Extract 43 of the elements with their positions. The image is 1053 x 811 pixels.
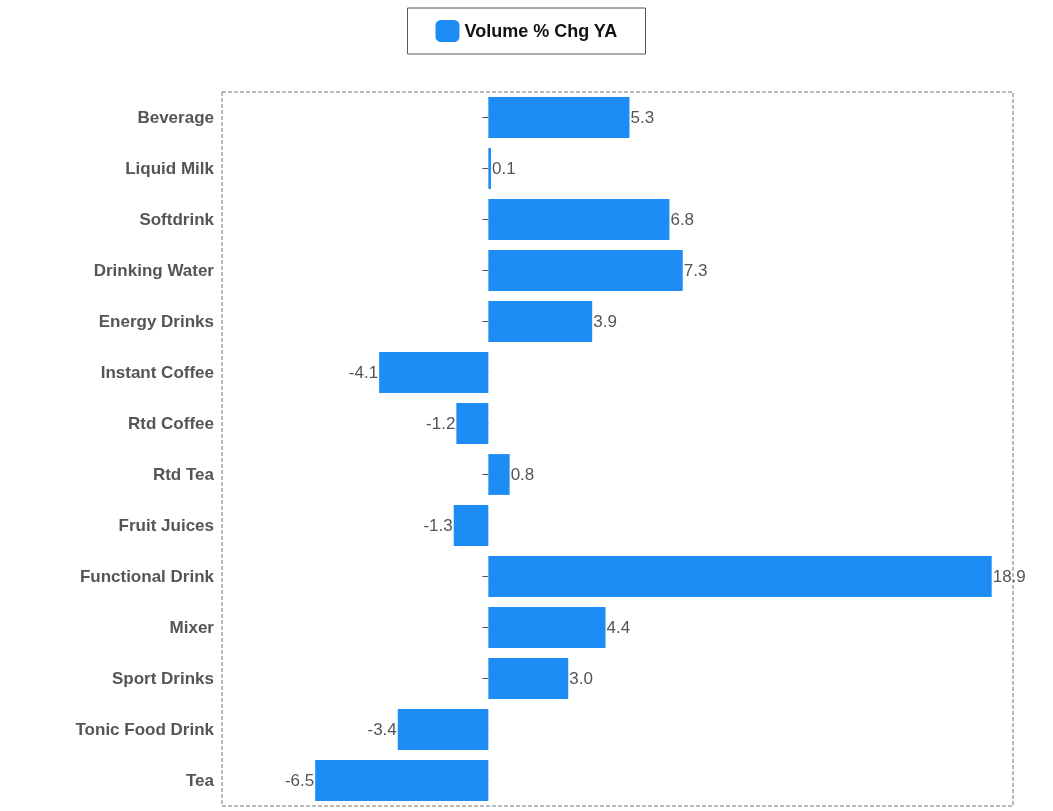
data-label: 6.8 <box>670 210 695 229</box>
bar <box>456 403 489 444</box>
y-tick-label: Drinking Water <box>93 261 215 280</box>
bar <box>315 760 489 801</box>
data-label: 7.3 <box>683 261 708 280</box>
data-label: 3.9 <box>593 312 617 331</box>
y-tick-label: Rtd Coffee <box>128 414 214 433</box>
data-label: 5.3 <box>630 108 655 127</box>
bar <box>488 97 630 138</box>
bar <box>488 556 992 597</box>
bar <box>488 658 569 699</box>
bar <box>488 454 510 495</box>
y-tick-label: Sport Drinks <box>111 669 214 688</box>
data-label: 18.9 <box>992 567 1026 586</box>
bar <box>488 607 606 648</box>
y-tick-label: Energy Drinks <box>98 312 214 331</box>
y-tick-label: Tea <box>185 771 215 790</box>
data-label: 0.1 <box>491 159 516 178</box>
y-tick-label: Tonic Food Drink <box>75 720 215 739</box>
y-tick-label: Softdrink <box>139 210 215 229</box>
data-label: 4.4 <box>606 618 631 637</box>
bar <box>488 148 491 189</box>
bar <box>488 250 683 291</box>
legend-label: Volume % Chg YA <box>464 21 618 41</box>
bar <box>488 301 593 342</box>
data-label: -6.5 <box>284 771 315 790</box>
y-tick-label: Rtd Tea <box>152 465 215 484</box>
y-tick-label: Fruit Juices <box>118 516 214 535</box>
bar <box>453 505 489 546</box>
y-tick-label: Mixer <box>169 618 215 637</box>
data-label: 3.0 <box>569 669 593 688</box>
y-tick-label: Instant Coffee <box>100 363 214 382</box>
data-label: -1.2 <box>426 414 456 433</box>
y-tick-label: Beverage <box>137 108 214 127</box>
bar <box>397 709 489 750</box>
y-tick-label: Liquid Milk <box>125 159 215 178</box>
data-label: -1.3 <box>423 516 453 535</box>
data-label: -4.1 <box>348 363 379 382</box>
data-label: -3.4 <box>367 720 397 739</box>
bar <box>379 352 489 393</box>
y-tick-label: Functional Drink <box>79 567 215 586</box>
data-label: 0.8 <box>510 465 535 484</box>
bar <box>488 199 670 240</box>
